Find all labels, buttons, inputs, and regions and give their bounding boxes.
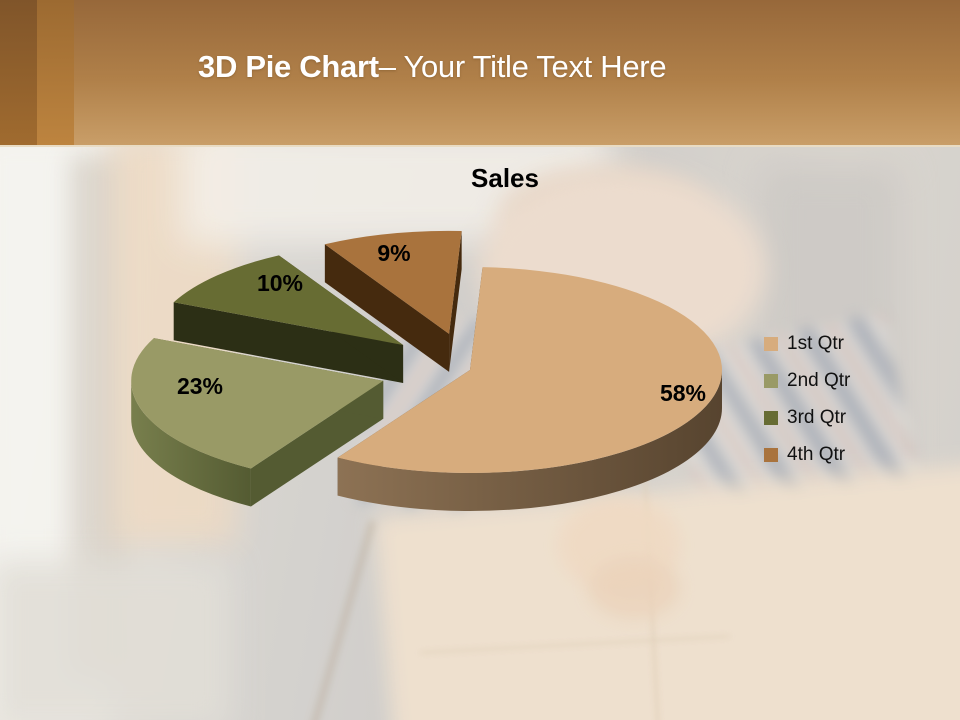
pie-slice-rim-wall bbox=[337, 370, 722, 512]
photo-child-fingers bbox=[588, 557, 680, 619]
pie-slice-rim-wall bbox=[131, 380, 251, 507]
page-title: 3D Pie Chart– Your Title Text Here bbox=[198, 49, 667, 85]
header-accent-stripe-dark bbox=[0, 0, 37, 145]
pie-slice-2nd-qtr: 23% bbox=[131, 338, 384, 507]
legend-item: 3rd Qtr bbox=[764, 406, 850, 430]
legend-label: 2nd Qtr bbox=[787, 370, 851, 391]
pie-slice-cut-wall bbox=[173, 302, 404, 383]
title-bar: 3D Pie Chart– Your Title Text Here bbox=[0, 0, 960, 147]
legend-swatch bbox=[764, 337, 778, 351]
pie-slice-cut-wall bbox=[324, 244, 450, 372]
photo-floor bbox=[0, 560, 230, 720]
legend-item: 1st Qtr bbox=[764, 332, 850, 356]
pie-slice-4th-qtr: 9% bbox=[324, 230, 462, 372]
legend-swatch bbox=[764, 374, 778, 388]
legend-label: 1st Qtr bbox=[787, 333, 845, 354]
pie-percent-label: 23% bbox=[177, 373, 223, 399]
pie-slice-top-face bbox=[173, 255, 404, 345]
pie-percent-label: 58% bbox=[660, 380, 706, 406]
pie-slice-top-face bbox=[324, 230, 462, 334]
pie-slice-3rd-qtr: 10% bbox=[173, 255, 404, 383]
page-title-bold: 3D Pie Chart bbox=[198, 49, 379, 84]
chart-legend: 1st Qtr 2nd Qtr 3rd Qtr 4th Qtr bbox=[764, 332, 850, 480]
legend-label: 4th Qtr bbox=[787, 444, 846, 465]
legend-swatch bbox=[764, 448, 778, 462]
pie-slice-top-face bbox=[131, 338, 384, 469]
pie-slice-top-face bbox=[337, 267, 722, 474]
pie-percent-label: 9% bbox=[377, 240, 410, 266]
page-title-rest: – Your Title Text Here bbox=[378, 49, 667, 84]
pie-slice-1st-qtr: 58% bbox=[337, 267, 722, 512]
chart-title: Sales bbox=[471, 163, 539, 193]
header-accent-stripe-light bbox=[37, 0, 74, 145]
legend-swatch bbox=[764, 411, 778, 425]
pie-slice-cut-wall bbox=[449, 231, 462, 372]
legend-label: 3rd Qtr bbox=[787, 407, 847, 428]
legend-item: 4th Qtr bbox=[764, 443, 850, 467]
pie-percent-label: 10% bbox=[257, 270, 303, 296]
legend-item: 2nd Qtr bbox=[764, 369, 850, 393]
